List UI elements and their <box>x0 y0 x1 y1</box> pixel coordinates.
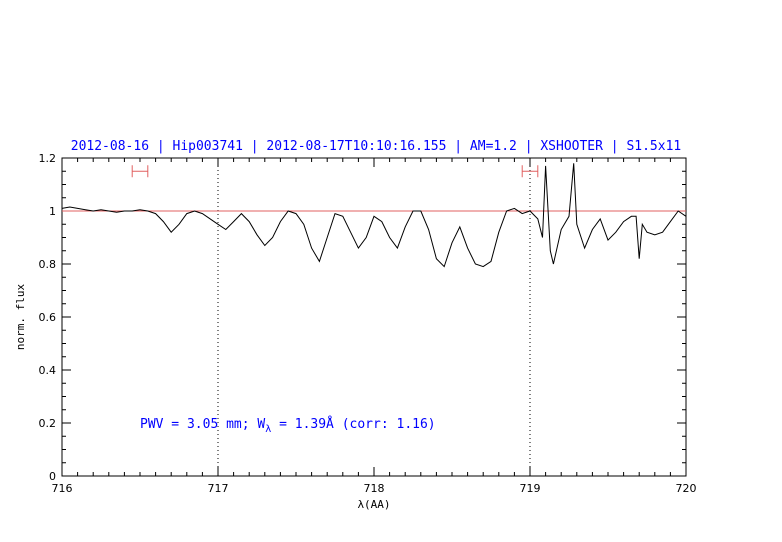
x-tick-label: 720 <box>676 482 697 495</box>
y-tick-label: 0.4 <box>39 364 57 377</box>
y-axis-label: norm. flux <box>14 284 27 351</box>
y-tick-label: 0 <box>49 470 56 483</box>
pwv-annotation: PWV = 3.05 mm; Wλ = 1.39Å (corr: 1.16) <box>140 416 436 435</box>
y-tick-label: 1 <box>49 205 56 218</box>
x-tick-label: 718 <box>364 482 385 495</box>
y-tick-label: 0.6 <box>39 311 57 324</box>
pwv-annotation-main: PWV = 3.05 mm; W <box>140 417 265 432</box>
chart-title: 2012-08-16 | Hip003741 | 2012-08-17T10:1… <box>71 139 681 154</box>
pwv-annotation-rest: = 1.39Å (corr: 1.16) <box>271 416 435 432</box>
spectrum-line <box>61 163 687 268</box>
x-tick-label: 719 <box>520 482 541 495</box>
x-axis-label: λ(AA) <box>357 498 390 511</box>
x-tick-label: 716 <box>52 482 73 495</box>
y-tick-label: 1.2 <box>39 152 57 165</box>
x-tick-label: 717 <box>208 482 229 495</box>
pwv-annotation-subscript: λ <box>265 424 271 435</box>
y-tick-label: 0.8 <box>39 258 57 271</box>
plot-area: 716 717 718 719 720 0 0.2 0.4 0.6 0.8 1 1.2 <box>39 152 697 495</box>
y-tick-label: 0.2 <box>39 417 57 430</box>
